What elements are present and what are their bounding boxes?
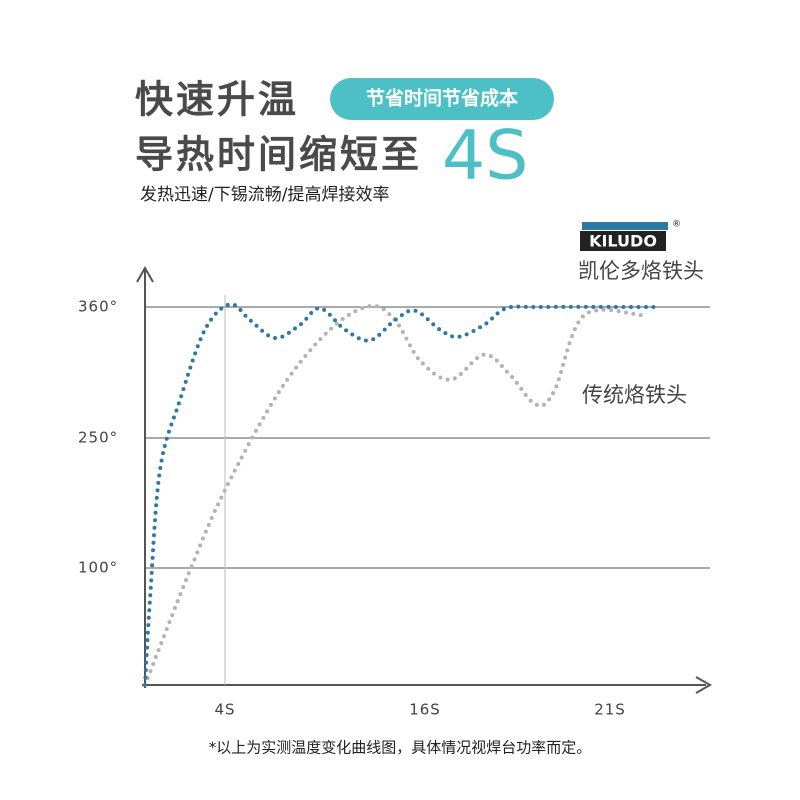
highlight: 4S (442, 117, 528, 196)
y-tick-label: 250° (78, 429, 118, 447)
legend-label: 凯伦多烙铁头 (578, 259, 704, 283)
series-line (143, 302, 660, 687)
registered: ® (672, 220, 681, 230)
x-tick-label: 21S (594, 701, 626, 719)
series-line (143, 303, 645, 687)
title-line: 导热时间缩短至 (135, 133, 422, 177)
legend-label: 传统烙铁头 (582, 383, 687, 407)
note: *以上为实测温度变化曲线图，具体情况视焊台功率而定。 (209, 739, 592, 757)
x-arrow (695, 676, 713, 694)
title-line: 快速升温 (135, 78, 299, 122)
x-tick-label: 16S (409, 701, 441, 719)
y-arrow (136, 265, 154, 283)
badge: 节省时间节省成本 (366, 87, 518, 110)
y-tick-label: 360° (78, 298, 118, 316)
brand: KILUDO (589, 232, 657, 251)
badge-bg (330, 78, 554, 120)
logo-bar (582, 222, 668, 230)
logo-bg (580, 231, 666, 251)
y-tick-label: 100° (78, 559, 118, 577)
x-tick-label: 4S (214, 701, 235, 719)
subtitle: 发热迅速/下锡流畅/提高焊接效率 (140, 185, 389, 205)
